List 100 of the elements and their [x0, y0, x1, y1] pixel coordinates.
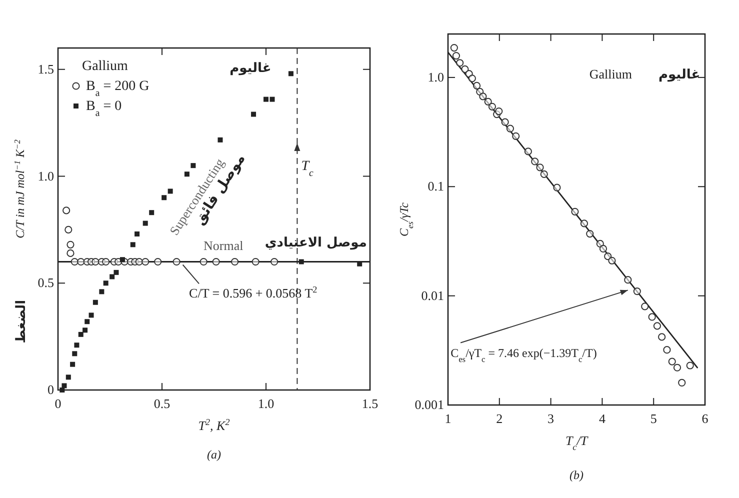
- point: [70, 362, 76, 367]
- point: [678, 378, 686, 387]
- point: [506, 124, 514, 132]
- point: [298, 259, 304, 264]
- point: [252, 258, 260, 266]
- x-axis-title: T$^{2}$, K$^{2}$: [198, 417, 230, 433]
- x-axis-title: T$_{c}$/T: [565, 433, 588, 452]
- point: [648, 313, 656, 321]
- point: [154, 258, 162, 266]
- point: [82, 328, 88, 333]
- point: [270, 96, 275, 102]
- annotation: موصل الاعتيادي: [264, 235, 367, 250]
- text: (a): [207, 447, 221, 462]
- x-tick-label: 3: [548, 411, 554, 426]
- point: [599, 244, 608, 253]
- point: [66, 249, 74, 257]
- point: [134, 231, 140, 236]
- point: [571, 208, 579, 216]
- point: [88, 312, 94, 318]
- legend-label: B$_{a}$ = 0: [86, 99, 122, 118]
- point: [200, 258, 208, 266]
- point: [72, 351, 78, 356]
- point: [452, 52, 460, 60]
- x-tick-label: 0.5: [154, 396, 170, 411]
- legend-title: Gallium: [82, 59, 128, 74]
- point: [658, 333, 666, 341]
- point: [608, 256, 616, 264]
- point: [78, 332, 84, 337]
- point: [62, 383, 67, 388]
- y-tick-label: 1.0: [38, 168, 54, 184]
- point: [66, 374, 71, 380]
- point: [586, 230, 594, 238]
- annotation: Normal: [204, 238, 244, 253]
- point: [70, 258, 78, 266]
- point: [114, 270, 119, 275]
- x-tick-label: 6: [702, 411, 709, 426]
- annotation: C$_{es}$/γT$_{c}$ = 7.46 exp(−1.39T$_{c}$/T): [450, 346, 597, 364]
- point: [92, 258, 100, 266]
- x-tick-label: 5: [650, 411, 657, 426]
- point: [62, 206, 70, 214]
- point: [270, 258, 278, 266]
- y-tick-label: 0: [48, 382, 54, 397]
- point: [604, 252, 612, 260]
- y-tick-label: 1.5: [38, 61, 54, 76]
- point: [472, 82, 481, 90]
- point: [663, 346, 671, 354]
- point: [64, 226, 72, 234]
- y-tick-label: 0.1: [428, 178, 444, 194]
- point: [653, 322, 661, 330]
- point: [668, 358, 676, 366]
- text: الضغط: [14, 300, 30, 344]
- point: [110, 274, 115, 280]
- annotation: Gallium: [589, 66, 632, 82]
- point: [479, 92, 487, 100]
- legend-label: B$_{a}$ = 200 G: [86, 79, 150, 98]
- point: [162, 195, 167, 200]
- point: [66, 240, 74, 248]
- text: (b): [570, 468, 584, 482]
- annotation: غاليوم: [658, 68, 700, 83]
- point: [450, 44, 458, 52]
- point: [624, 276, 632, 284]
- point: [130, 242, 136, 248]
- x-tick-label: 4: [598, 411, 606, 426]
- point: [264, 96, 268, 102]
- point: [468, 74, 476, 82]
- point: [524, 148, 532, 156]
- y-tick-label: 0.01: [421, 288, 444, 303]
- point: [84, 319, 90, 324]
- point: [673, 364, 682, 372]
- x-tick-label: 1.5: [362, 396, 378, 411]
- point: [641, 302, 649, 310]
- point: [74, 342, 80, 348]
- y-tick-label: 0.001: [414, 397, 444, 412]
- point: [495, 107, 503, 116]
- point: [149, 210, 154, 216]
- point: [103, 280, 108, 286]
- point: [99, 289, 104, 294]
- x-tick-label: 1: [444, 411, 452, 426]
- y-tick-label: 1.0: [428, 69, 444, 84]
- point: [461, 65, 469, 73]
- y-tick-label: 0.5: [38, 275, 54, 290]
- ref-line-label: T$_{c}$: [301, 159, 314, 178]
- x-tick-label: 2: [496, 411, 503, 426]
- annotation: C/T = 0.596 + 0.0568 T$^{2}$: [189, 284, 318, 301]
- point: [501, 118, 509, 126]
- point: [218, 137, 223, 142]
- point: [251, 112, 256, 117]
- point: [77, 258, 85, 266]
- x-tick-label: 1.0: [258, 396, 274, 411]
- point: [288, 71, 294, 76]
- point: [686, 362, 694, 370]
- point: [120, 257, 125, 262]
- point: [580, 220, 588, 228]
- point: [456, 59, 464, 67]
- point: [92, 300, 98, 305]
- point: [536, 164, 544, 172]
- point: [142, 220, 148, 226]
- point: [102, 258, 110, 266]
- point: [135, 258, 143, 266]
- point: [142, 258, 150, 266]
